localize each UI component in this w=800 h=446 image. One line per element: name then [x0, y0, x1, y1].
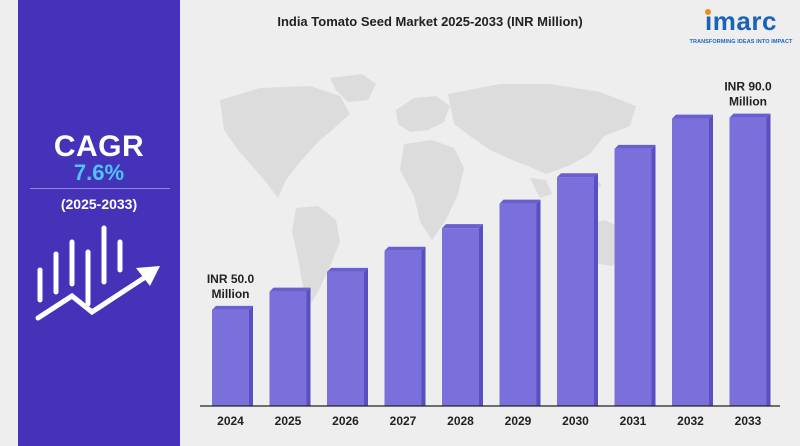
bar-side [536, 199, 541, 406]
cagr-value: 7.6% [73, 160, 125, 185]
logo-wordmark: imarc [705, 6, 777, 36]
bar-face [327, 271, 364, 406]
x-tick-label: 2028 [447, 414, 474, 428]
bar-side [479, 224, 483, 406]
bar-face [384, 250, 422, 406]
bar-face [557, 177, 594, 406]
bar [729, 113, 771, 406]
world-map-graphic [220, 74, 650, 308]
bar-face [442, 228, 479, 406]
x-tick-label: 2030 [562, 414, 589, 428]
bar-top [499, 199, 541, 204]
bar-top [269, 287, 311, 292]
imarc-logo: imarc TRANSFORMING IDEAS INTO IMPACT [686, 4, 796, 50]
bar-top [614, 144, 656, 149]
bar [269, 287, 311, 406]
bar [557, 173, 598, 406]
bar-side [651, 144, 656, 406]
cagr-divider [30, 188, 170, 189]
bar-face [614, 148, 652, 406]
data-label: Million [212, 287, 250, 301]
bar-side [594, 173, 598, 406]
data-label: Million [729, 95, 767, 109]
cagr-period: (2025-2033) [60, 196, 138, 212]
bar-top [442, 224, 483, 229]
bar [212, 305, 253, 406]
bar-top [384, 246, 426, 251]
bar-side [306, 287, 311, 406]
bar [614, 144, 656, 406]
bar-side [249, 305, 253, 406]
bar [672, 114, 713, 407]
chart-title: India Tomato Seed Market 2025-2033 (INR … [277, 14, 583, 29]
bar-face [729, 117, 767, 406]
bar-top [672, 114, 713, 119]
bar-side [766, 113, 771, 406]
bar-side [709, 114, 713, 407]
x-tick-label: 2025 [275, 414, 302, 428]
bar [327, 267, 368, 406]
bar [442, 224, 483, 406]
cagr-panel: CAGR 7.6% (2025-2033) [18, 0, 180, 446]
cagr-title: CAGR [53, 130, 145, 163]
bar-top [212, 305, 253, 310]
x-tick-label: 2026 [332, 414, 359, 428]
bar [384, 246, 426, 406]
bar-side [421, 246, 426, 406]
bar-top [327, 267, 368, 272]
logo-tagline: TRANSFORMING IDEAS INTO IMPACT [689, 39, 793, 45]
bar-face [672, 118, 709, 407]
bar-top [557, 173, 598, 178]
bar-side [364, 267, 368, 406]
x-tick-label: 2033 [735, 414, 762, 428]
data-label: INR 50.0 [207, 272, 255, 286]
growth-bars-arrow-icon [35, 225, 160, 321]
x-tick-label: 2024 [217, 414, 244, 428]
x-tick-label: 2031 [620, 414, 647, 428]
x-tick-label: 2032 [677, 414, 704, 428]
data-label: INR 90.0 [724, 80, 772, 94]
bar-face [269, 291, 307, 406]
bar-face [499, 203, 537, 406]
bar-top [729, 113, 771, 118]
logo-accent-dot [705, 9, 711, 15]
bar-face [212, 309, 249, 406]
x-tick-label: 2027 [390, 414, 417, 428]
bar [499, 199, 541, 406]
x-tick-label: 2029 [505, 414, 532, 428]
